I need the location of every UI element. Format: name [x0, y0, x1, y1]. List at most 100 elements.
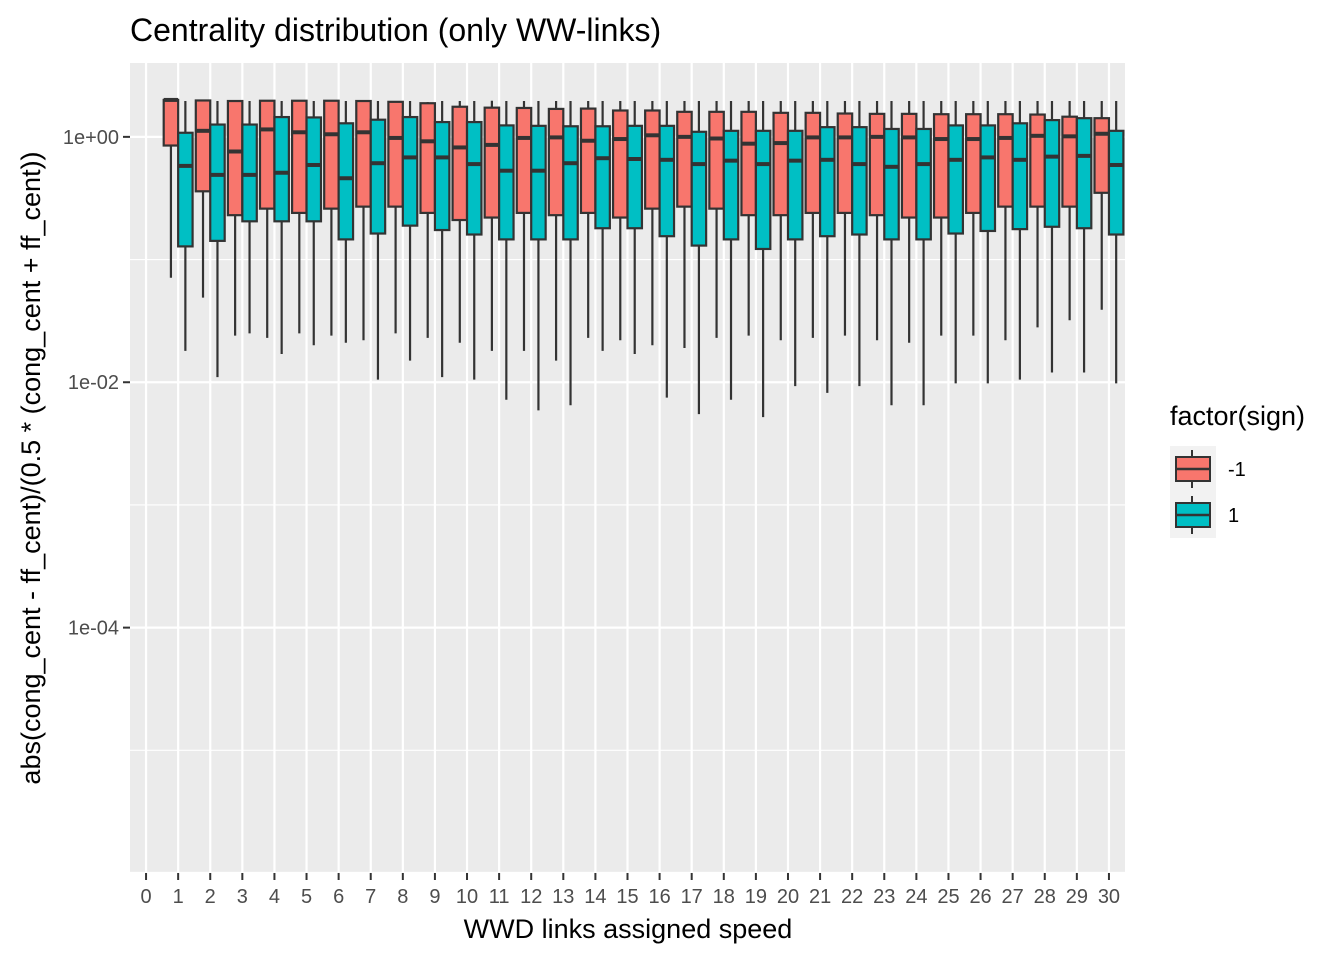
x-tick-label: 11	[489, 886, 510, 908]
box-neg	[162, 97, 180, 278]
box-body	[883, 127, 900, 241]
box-body	[305, 116, 323, 223]
box-body	[626, 124, 644, 230]
box-body	[387, 100, 404, 208]
box-neg	[965, 101, 982, 336]
box-pos	[1011, 101, 1029, 380]
box-body	[209, 123, 226, 242]
x-tick-label: 29	[1066, 886, 1088, 908]
box-body	[401, 115, 419, 227]
box-body	[258, 99, 276, 210]
box-pos	[915, 101, 932, 406]
box-pos	[658, 101, 676, 398]
x-tick-label: 4	[269, 886, 280, 908]
box-pos	[818, 101, 836, 393]
box-body	[900, 112, 918, 219]
chart-title: Centrality distribution (only WW-links)	[130, 12, 661, 48]
box-pos	[786, 101, 804, 387]
x-tick-label: 6	[333, 886, 344, 908]
box-neg	[804, 101, 822, 338]
box-neg	[451, 101, 469, 343]
box-body	[337, 122, 355, 241]
x-tick-label: 20	[777, 886, 799, 908]
x-tick-label: 7	[365, 886, 376, 908]
legend-label: -1	[1228, 459, 1246, 481]
box-body	[915, 127, 932, 241]
box-body	[836, 112, 854, 215]
box-pos	[530, 101, 547, 411]
box-body	[465, 120, 483, 236]
x-tick-label: 25	[937, 886, 959, 908]
box-body	[562, 125, 579, 241]
box-neg	[676, 101, 693, 349]
box-pos	[401, 101, 419, 361]
box-body	[851, 126, 868, 236]
y-tick-label: 1e+00	[63, 127, 119, 149]
box-body	[1075, 117, 1093, 230]
x-tick-label: 1	[173, 886, 184, 908]
box-neg	[194, 99, 212, 298]
box-body	[947, 124, 965, 235]
box-body	[1107, 129, 1125, 236]
x-tick-label: 14	[584, 886, 606, 908]
x-tick-label: 15	[616, 886, 638, 908]
box-pos	[209, 101, 226, 378]
box-neg	[483, 100, 501, 351]
box-series-group	[162, 97, 1125, 418]
box-pos	[851, 101, 868, 387]
box-pos	[1043, 101, 1061, 373]
x-axis: 0 1 2 3 4 5 6 7 8 9 10 11 12 13 14 15 16 17 18 19 20 21 22 23 24…	[140, 873, 1120, 908]
box-body	[498, 124, 515, 241]
box-pos	[754, 101, 772, 418]
box-pos	[626, 101, 644, 354]
box-pos	[273, 101, 290, 354]
x-tick-label: 28	[1034, 886, 1056, 908]
box-body	[419, 102, 437, 215]
x-tick-label: 19	[745, 886, 767, 908]
box-body	[273, 115, 290, 223]
box-neg	[932, 101, 950, 336]
box-body	[611, 109, 629, 219]
y-axis: 1e+00 1e-02 1e-04	[63, 127, 130, 640]
box-body	[772, 111, 790, 217]
box-pos	[979, 101, 997, 384]
box-body	[740, 110, 757, 217]
x-tick-label: 27	[1002, 886, 1024, 908]
box-body	[369, 118, 387, 235]
box-body	[451, 105, 469, 222]
box-pos	[465, 101, 483, 380]
box-body	[979, 124, 997, 233]
box-body	[1093, 117, 1111, 194]
box-body	[1011, 122, 1029, 231]
x-tick-label: 0	[140, 886, 151, 908]
box-pos	[498, 101, 515, 400]
box-body	[547, 107, 565, 217]
x-tick-label: 2	[205, 886, 216, 908]
x-tick-label: 21	[809, 886, 831, 908]
x-axis-title: WWD links assigned speed	[464, 914, 793, 944]
box-body	[722, 129, 740, 241]
box-body	[997, 113, 1014, 208]
box-body	[690, 130, 708, 247]
box-pos	[947, 101, 965, 384]
legend-keys: -1 1	[1170, 446, 1246, 538]
x-tick-label: 18	[713, 886, 735, 908]
box-pos	[1107, 101, 1125, 384]
box-body	[433, 120, 451, 232]
x-tick-label: 24	[905, 886, 927, 908]
box-neg	[355, 99, 372, 341]
box-neg	[644, 101, 661, 346]
box-body	[162, 98, 180, 147]
box-body	[1029, 113, 1046, 208]
x-tick-label: 12	[520, 886, 542, 908]
x-tick-label: 22	[841, 886, 863, 908]
box-body	[579, 107, 597, 215]
box-body	[932, 113, 950, 219]
x-tick-label: 9	[429, 886, 440, 908]
box-body	[194, 99, 212, 193]
box-pos	[337, 101, 355, 343]
box-body	[1043, 118, 1061, 228]
box-neg	[772, 101, 790, 341]
box-body	[754, 129, 772, 251]
